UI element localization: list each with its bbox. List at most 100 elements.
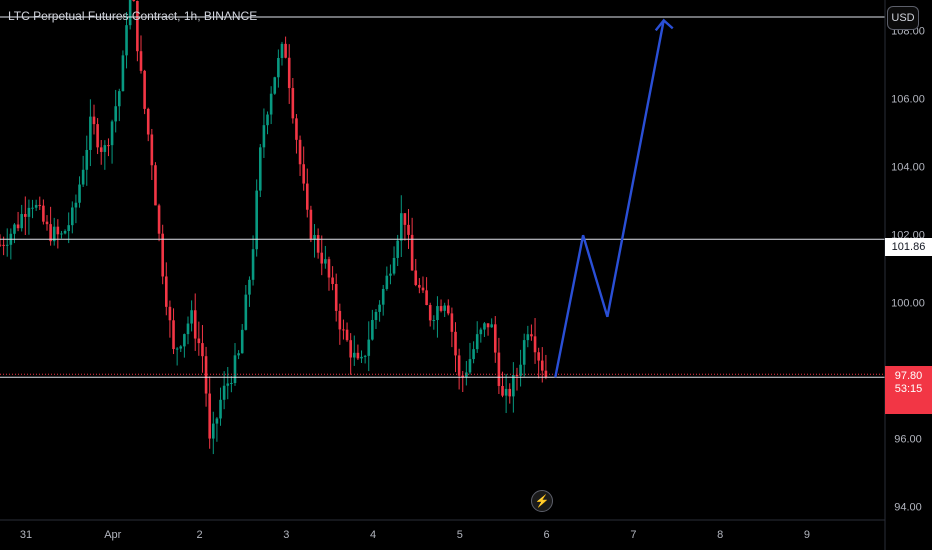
- candle-body: [99, 147, 103, 152]
- candle-body: [230, 382, 233, 384]
- candle-body: [190, 310, 193, 324]
- candle-body: [512, 375, 515, 397]
- candle-body: [13, 224, 16, 234]
- candle-body: [526, 334, 530, 341]
- level-price-tag: 101.86: [885, 238, 932, 256]
- candle-body: [2, 244, 5, 246]
- candle-body: [27, 207, 31, 217]
- candle-body: [277, 57, 280, 78]
- candle-body: [85, 149, 89, 170]
- candle-body: [479, 329, 483, 335]
- candle-body: [327, 259, 331, 278]
- y-tick-label: 104.00: [891, 162, 925, 174]
- candle-body: [107, 145, 110, 147]
- candle-body: [428, 305, 432, 321]
- x-tick-label: 5: [457, 529, 463, 541]
- candle-body: [71, 207, 74, 226]
- candle-body: [67, 225, 70, 231]
- candle-body: [201, 343, 204, 357]
- x-tick-label: 4: [370, 529, 376, 541]
- candle-body: [128, 0, 132, 26]
- candle-body: [266, 114, 269, 126]
- candle-body: [168, 306, 172, 321]
- candle-body: [465, 372, 468, 378]
- candle-body: [161, 233, 164, 277]
- currency-button[interactable]: USD: [887, 6, 919, 30]
- candle-body: [157, 205, 161, 234]
- x-tick-label: 9: [804, 529, 810, 541]
- candle-body: [486, 323, 490, 328]
- candle-body: [215, 418, 219, 424]
- candle-body: [309, 209, 313, 240]
- candle-body: [342, 329, 345, 331]
- candle-body: [468, 359, 472, 373]
- candle-body: [367, 339, 371, 356]
- candle-body: [222, 385, 226, 400]
- candle-body: [443, 305, 446, 311]
- x-tick-label: 7: [630, 529, 636, 541]
- candle-body: [146, 108, 150, 135]
- candle-body: [78, 184, 81, 203]
- candle-body: [418, 284, 421, 288]
- y-tick-label: 106.00: [891, 94, 925, 106]
- candle-body: [60, 233, 63, 235]
- candle-body: [410, 234, 414, 271]
- last-price-value: 97.80: [894, 370, 923, 382]
- candle-body: [110, 121, 114, 146]
- candle-body: [164, 276, 168, 307]
- candle-body: [273, 77, 277, 94]
- candle-body: [345, 329, 349, 341]
- candles: [0, 0, 548, 455]
- candle-body: [461, 375, 465, 378]
- candle-body: [42, 205, 45, 222]
- candle-body: [537, 352, 540, 361]
- candle-body: [154, 165, 157, 206]
- candle-body: [291, 88, 295, 119]
- candle-body: [533, 336, 537, 353]
- projection-line[interactable]: [554, 20, 665, 378]
- candle-body: [175, 348, 179, 350]
- candle-body: [49, 224, 52, 242]
- countdown-timer: 53:15: [894, 383, 923, 395]
- lightning-bolt-icon[interactable]: ⚡: [531, 490, 553, 512]
- x-tick-label: 31: [20, 529, 32, 541]
- candle-body: [114, 106, 117, 122]
- candle-body: [530, 334, 533, 337]
- candle-body: [24, 214, 27, 217]
- candle-body: [193, 310, 197, 339]
- horizontal-levels[interactable]: [0, 16, 885, 378]
- candle-body: [389, 273, 392, 276]
- candle-body: [363, 355, 367, 357]
- candle-body: [338, 310, 342, 330]
- candle-body: [118, 91, 121, 107]
- candle-body: [490, 324, 493, 328]
- candle-body: [352, 352, 356, 358]
- candle-body: [139, 51, 143, 71]
- candle-body: [16, 224, 20, 229]
- candle-body: [92, 116, 96, 125]
- candle-body: [52, 226, 56, 242]
- candle-body: [504, 388, 508, 396]
- candle-body: [414, 270, 418, 285]
- candle-body: [0, 244, 2, 246]
- candle-body: [56, 226, 60, 235]
- y-tick-label: 100.00: [891, 297, 925, 309]
- candle-body: [316, 235, 320, 253]
- candle-body: [446, 305, 450, 314]
- candle-body: [385, 275, 389, 289]
- candle-body: [378, 304, 381, 312]
- candle-body: [81, 169, 85, 185]
- projection-path[interactable]: [554, 18, 674, 378]
- x-tick-label: Apr: [104, 529, 121, 541]
- candle-body: [31, 207, 34, 209]
- candle-body: [399, 213, 403, 241]
- candle-body: [143, 70, 146, 109]
- candle-body: [349, 340, 352, 358]
- candle-body: [262, 125, 266, 148]
- candle-body: [150, 134, 154, 166]
- candle-body: [483, 323, 486, 330]
- candle-body: [63, 230, 67, 234]
- x-tick-label: 6: [544, 529, 550, 541]
